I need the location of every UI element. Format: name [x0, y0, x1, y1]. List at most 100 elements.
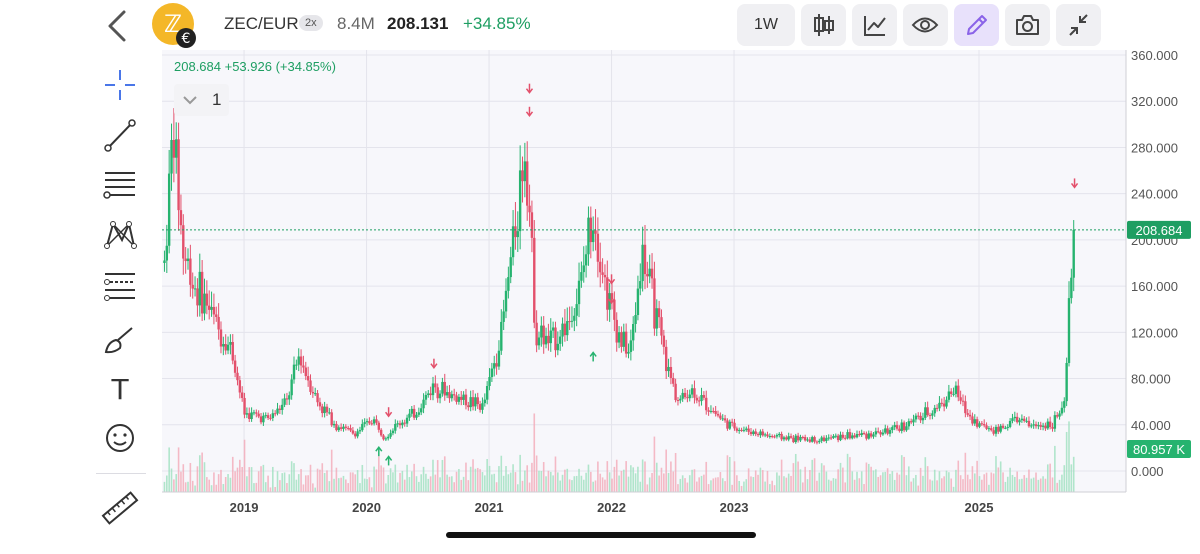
volume-bar [189, 462, 192, 492]
volume-bar [1002, 472, 1004, 492]
volume-bar [672, 471, 675, 492]
candle-body [982, 424, 986, 426]
text-tool[interactable]: T [96, 366, 144, 410]
volume-bar [738, 480, 741, 492]
candle-body [935, 407, 939, 409]
volume-bar [999, 461, 1002, 492]
volume-bar [787, 473, 790, 492]
candle-body [544, 335, 548, 345]
candle-body [858, 434, 861, 436]
candle-body [1058, 413, 1061, 417]
candle-body [518, 170, 522, 232]
ruler-tool[interactable] [96, 486, 144, 530]
candle-body [787, 436, 790, 440]
volume-bar [971, 466, 974, 492]
candle-body [391, 430, 395, 434]
volume-bar [410, 471, 413, 492]
volume-bar [684, 478, 686, 492]
candle-body [1046, 421, 1049, 429]
volume-bar [495, 482, 498, 492]
candle-body [255, 412, 258, 414]
candle-body [219, 329, 223, 347]
exit-fullscreen-button[interactable] [1056, 4, 1101, 46]
candle-body [954, 385, 958, 394]
indicator-toggle[interactable]: 1 [174, 84, 229, 116]
candle-body [165, 245, 169, 261]
candle-body [884, 428, 887, 433]
pattern-tool[interactable] [96, 214, 144, 258]
back-button[interactable] [100, 6, 134, 46]
chart-type-button[interactable] [801, 4, 846, 46]
candle-body [363, 422, 366, 424]
candle-body [926, 407, 929, 416]
candle-body [730, 421, 734, 423]
volume-bar [618, 475, 620, 492]
volume-bar [458, 469, 460, 492]
candle-body [735, 428, 739, 431]
emoji-tool[interactable] [96, 416, 144, 460]
volume-bar [1011, 474, 1014, 492]
candle-body [271, 413, 275, 419]
volume-bar [973, 473, 976, 492]
volume-bar [943, 476, 945, 492]
volume-bar [962, 479, 964, 492]
text-icon: T [110, 373, 129, 406]
candle-body [356, 431, 359, 437]
current-price-tag: 208.684 [1127, 220, 1191, 239]
volume-bar [1030, 478, 1033, 492]
crosshair-tool[interactable] [96, 64, 144, 108]
candle-body [785, 437, 788, 440]
candle-body [733, 422, 736, 429]
trend-line-tool[interactable] [96, 114, 144, 158]
candles-icon [814, 14, 834, 36]
indicators-button[interactable] [852, 4, 897, 46]
interval-button[interactable]: 1W [737, 4, 795, 46]
candle-body [738, 429, 741, 431]
volume-bar [615, 459, 618, 492]
volume-bar [976, 460, 978, 492]
volume-bar [453, 482, 455, 492]
candle-body [224, 344, 227, 351]
volume-bar [1009, 467, 1011, 492]
volume-bar [639, 481, 642, 492]
y-tick-label: 0.000 [1131, 464, 1164, 479]
volume-bar [651, 472, 653, 492]
screenshot-button[interactable] [1005, 4, 1050, 46]
volume-bar [326, 470, 328, 492]
volume-bar [613, 466, 616, 492]
pair-name[interactable]: ZEC/EUR [224, 14, 299, 33]
volume-bar [283, 472, 286, 492]
volume-bar [644, 461, 646, 492]
candle-body [584, 254, 588, 266]
volume-bar [893, 479, 896, 492]
volume-bar [557, 472, 559, 492]
volume-bar [321, 463, 324, 492]
volume-bar [293, 463, 295, 492]
candle-body [231, 342, 234, 361]
candle-body [653, 278, 656, 329]
volume-bar [823, 465, 825, 492]
volume-bar [177, 447, 180, 492]
candle-body [818, 440, 821, 443]
candle-body [747, 428, 750, 432]
visibility-button[interactable] [903, 4, 948, 46]
volume-bar [778, 475, 781, 492]
candle-body [959, 397, 962, 401]
volume-bar [220, 469, 222, 492]
brush-tool[interactable] [96, 318, 144, 362]
volume-bar [469, 466, 472, 492]
horizontal-lines-tool[interactable] [96, 164, 144, 208]
volume-bar [719, 472, 722, 492]
volume-bar [319, 469, 321, 492]
volume-bar [547, 470, 550, 492]
volume-bar [366, 479, 368, 492]
candle-body [832, 436, 835, 438]
draw-button[interactable] [954, 4, 999, 46]
candle-body [420, 408, 423, 413]
fibonacci-tool[interactable] [96, 264, 144, 308]
candle-body [175, 139, 178, 158]
candle-body [349, 428, 352, 431]
candle-body [1013, 416, 1017, 419]
y-tick-label: 80.000 [1131, 372, 1171, 387]
